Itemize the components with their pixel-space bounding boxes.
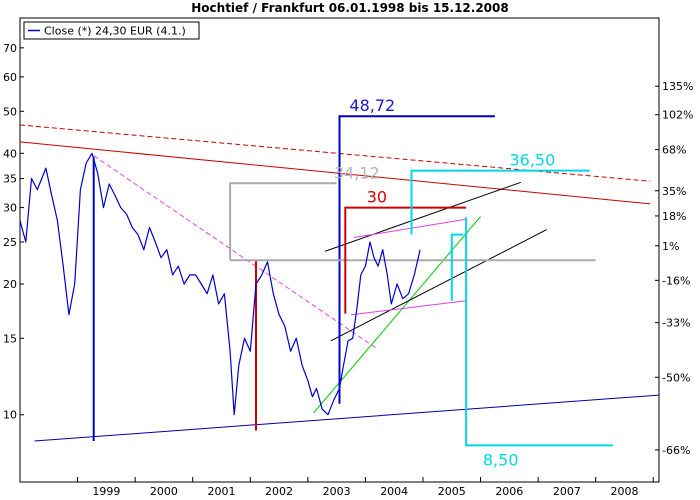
annotation-label-3: 36,50 [509, 151, 555, 170]
left-axis-ticks: 70 60 50 40 35 30 25 20 15 10 [3, 42, 24, 422]
left-tick-label-3: 40 [3, 147, 17, 160]
trend-line-6 [330, 229, 547, 342]
level-marker-16 [450, 233, 464, 301]
left-tick-label-4: 35 [3, 173, 17, 186]
x-tick-label-5: 2004 [380, 485, 408, 498]
overlays-group [19, 115, 660, 447]
chart-title: Hochtief / Frankfurt 06.01.1998 bis 15.1… [191, 1, 508, 15]
legend: Close (*) 24,30 EUR (4.1.) [23, 21, 200, 40]
trend-line-2 [19, 124, 651, 182]
x-tick-label-9: 2008 [610, 485, 638, 498]
x-tick-label-3: 2002 [265, 485, 293, 498]
left-tick-label-6: 25 [3, 236, 17, 249]
level-marker-15 [410, 169, 590, 235]
right-tick-label-4: 18% [662, 210, 686, 223]
left-tick-label-8: 15 [3, 332, 17, 345]
level-marker-12 [229, 182, 337, 261]
annotations-group: 48,72 34,12 30 36,50 8,50 [334, 96, 555, 469]
annotation-label-4: 8,50 [483, 450, 519, 469]
left-tick-label-9: 10 [3, 409, 17, 422]
left-tick-label-2: 50 [3, 105, 17, 118]
right-tick-label-1: 102% [662, 109, 693, 122]
level-marker-14 [344, 206, 467, 314]
x-tick-label-8: 2007 [553, 485, 581, 498]
x-tick-label-0: 1999 [92, 485, 120, 498]
series-line-0 [19, 152, 421, 416]
series-group [19, 152, 421, 416]
trend-line-0 [34, 394, 660, 442]
left-tick-label-5: 30 [3, 202, 17, 215]
x-tick-label-6: 2005 [438, 485, 466, 498]
x-axis-ticks: 1999 2000 2001 2002 2003 2004 2005 2006 2007 2008 [77, 477, 654, 498]
right-tick-label-2: 68% [662, 144, 686, 157]
level-marker-11 [338, 115, 495, 404]
right-tick-label-8: -50% [662, 371, 690, 384]
right-tick-label-0: 135% [662, 80, 693, 93]
right-tick-label-5: 1% [662, 240, 679, 253]
trend-line-5 [324, 181, 522, 252]
legend-label: Close (*) 24,30 EUR (4.1.) [44, 25, 186, 38]
annotation-label-2: 30 [367, 188, 387, 207]
legend-box [23, 21, 200, 40]
x-tick-label-7: 2006 [495, 485, 523, 498]
right-tick-label-6: -16% [662, 274, 690, 287]
trend-line-7 [353, 218, 467, 238]
x-tick-label-4: 2003 [323, 485, 351, 498]
trend-line-8 [350, 300, 467, 316]
right-tick-label-3: 35% [662, 185, 686, 198]
left-tick-label-0: 70 [3, 42, 17, 55]
trend-line-1 [19, 141, 651, 205]
right-tick-label-7: -33% [662, 317, 690, 330]
x-tick-label-2: 2001 [207, 485, 235, 498]
annotation-label-0: 48,72 [349, 96, 395, 115]
trend-line-3 [93, 155, 378, 350]
left-tick-label-7: 20 [3, 278, 17, 291]
annotation-label-1: 34,12 [334, 163, 380, 182]
right-axis-ticks: 135% 102% 68% 35% 18% 1% -16% -33% -50% -66% [655, 80, 693, 457]
left-tick-label-1: 60 [3, 71, 17, 84]
x-tick-label-1: 2000 [150, 485, 178, 498]
level-marker-17 [465, 217, 613, 447]
right-tick-label-9: -66% [662, 444, 690, 457]
